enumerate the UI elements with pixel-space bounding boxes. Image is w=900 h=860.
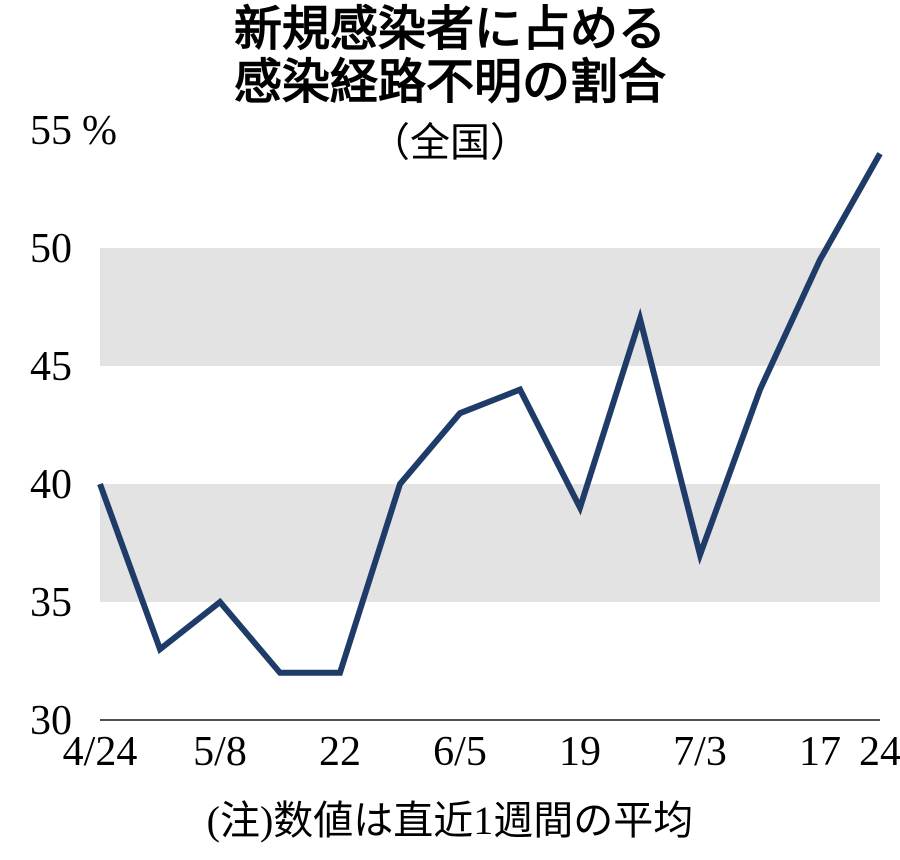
grid-band	[100, 248, 880, 366]
x-tick-label: 5/8	[193, 728, 247, 776]
x-tick-label: 24	[859, 728, 900, 776]
chart-title: 新規感染者に占める 感染経路不明の割合	[0, 4, 900, 110]
x-tick-label: 17	[799, 728, 841, 776]
title-line-2: 感染経路不明の割合	[234, 56, 666, 109]
title-line-1: 新規感染者に占める	[234, 3, 666, 56]
y-tick-label: 35	[0, 579, 72, 627]
x-tick-label: 22	[319, 728, 361, 776]
y-tick-label: 50	[0, 225, 72, 273]
y-unit-label: %	[82, 107, 117, 155]
x-tick-label: 4/24	[63, 728, 138, 776]
y-tick-label: 45	[0, 343, 72, 391]
y-tick-label: 30	[0, 697, 72, 745]
x-tick-label: 19	[559, 728, 601, 776]
chart-subtitle: （全国）	[0, 110, 900, 168]
chart-footnote: (注)数値は直近1週間の平均	[0, 788, 900, 846]
y-tick-label: 55	[0, 107, 72, 155]
y-tick-label: 40	[0, 461, 72, 509]
chart-container: 新規感染者に占める 感染経路不明の割合 （全国） (注)数値は直近1週間の平均 …	[0, 0, 900, 860]
grid-band	[100, 484, 880, 602]
x-tick-label: 6/5	[433, 728, 487, 776]
x-tick-label: 7/3	[673, 728, 727, 776]
